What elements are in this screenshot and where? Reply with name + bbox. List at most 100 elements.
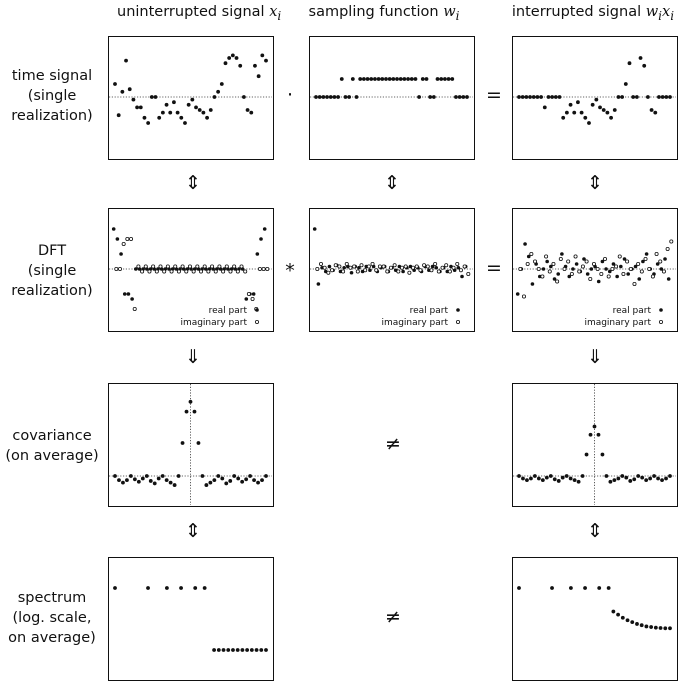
imag-point (202, 264, 207, 269)
data-point (264, 58, 268, 63)
data-point (125, 478, 129, 483)
imag-point (235, 269, 240, 274)
data-point (424, 77, 429, 81)
real-point (615, 274, 619, 279)
imag-point (540, 274, 545, 279)
real-point (251, 292, 256, 296)
legend-real-label: real part (209, 306, 248, 316)
imag-point (518, 267, 523, 272)
spectrum-point (616, 612, 620, 617)
data-point (188, 399, 193, 404)
data-point (160, 110, 165, 115)
data-point (631, 95, 636, 99)
real-point (607, 269, 612, 274)
spectrum-point (249, 648, 254, 652)
data-point (517, 474, 521, 478)
imag-point (536, 267, 541, 272)
imag-point (224, 264, 229, 269)
imag-point (326, 270, 331, 275)
panel-spec-wx (512, 557, 678, 681)
imag-point (136, 264, 141, 269)
operator-neq-spec: ≠ (385, 606, 401, 628)
panel-cov-wx (512, 383, 678, 507)
plot-dft-wx: real part imaginary part (513, 239, 676, 328)
spectrum-point (216, 648, 221, 652)
data-point (553, 95, 558, 99)
spectrum-point (653, 625, 658, 630)
spectrum-point (193, 586, 198, 590)
data-point (664, 476, 668, 481)
data-point (249, 110, 254, 115)
data-point (435, 77, 440, 81)
data-point (343, 95, 348, 99)
panel-time-w (309, 36, 475, 160)
imag-point (125, 236, 130, 241)
data-point (556, 479, 561, 483)
data-point (205, 115, 209, 120)
imag-point (370, 262, 375, 267)
data-point (256, 480, 260, 485)
data-point (176, 474, 181, 478)
spectrum-point (550, 586, 554, 590)
imag-point (385, 269, 390, 274)
data-point (260, 478, 264, 483)
data-point (417, 95, 422, 99)
real-point (119, 252, 123, 256)
spectrum-point (226, 648, 231, 652)
data-point (120, 89, 125, 94)
data-point (216, 89, 221, 94)
data-point (439, 77, 444, 81)
data-point (179, 115, 184, 120)
imag-point (250, 297, 255, 302)
data-point (208, 480, 213, 485)
data-point (540, 478, 545, 483)
legend-real-marker (456, 308, 460, 312)
spectrum-point (658, 626, 663, 630)
data-point (116, 113, 121, 118)
imag-point (606, 274, 611, 279)
imag-point (425, 264, 430, 269)
legend-imag-marker (254, 320, 259, 325)
spectrum-point (649, 625, 654, 629)
data-point (314, 95, 318, 99)
panel-spec-x (108, 557, 274, 681)
data-point (224, 481, 229, 486)
imag-point (337, 264, 342, 269)
data-point (350, 77, 355, 81)
real-point (327, 264, 332, 269)
arrow-down-dft-x: ⇓ (185, 346, 201, 368)
data-point (192, 409, 197, 414)
spectrum-point (620, 615, 625, 620)
imag-point (407, 270, 412, 275)
imag-point (558, 257, 563, 262)
data-point (172, 100, 176, 105)
data-point (227, 56, 232, 60)
data-point (321, 95, 326, 99)
imag-point (355, 269, 360, 274)
imag-point (322, 265, 327, 270)
real-point (255, 252, 260, 256)
data-point (536, 476, 541, 481)
imag-point (573, 254, 578, 259)
data-point (260, 53, 265, 58)
arrow-both-cov-wx: ⇕ (587, 520, 603, 542)
imag-point (588, 277, 593, 282)
imag-point (551, 262, 556, 267)
imag-point (363, 268, 368, 273)
data-point (552, 477, 557, 482)
data-point (590, 102, 595, 107)
imag-point (418, 268, 423, 273)
imag-point (315, 267, 320, 272)
spectrum-point (668, 626, 672, 631)
data-point (640, 475, 645, 480)
data-point (387, 77, 392, 81)
data-point (365, 77, 370, 81)
spectrum-point (165, 586, 169, 590)
imag-point (210, 264, 215, 269)
data-point (457, 95, 462, 99)
data-point (197, 108, 202, 112)
panel-dft-wx: real part imaginary part (512, 208, 678, 332)
data-point (544, 475, 549, 480)
real-point (560, 252, 564, 256)
real-point (368, 268, 372, 273)
